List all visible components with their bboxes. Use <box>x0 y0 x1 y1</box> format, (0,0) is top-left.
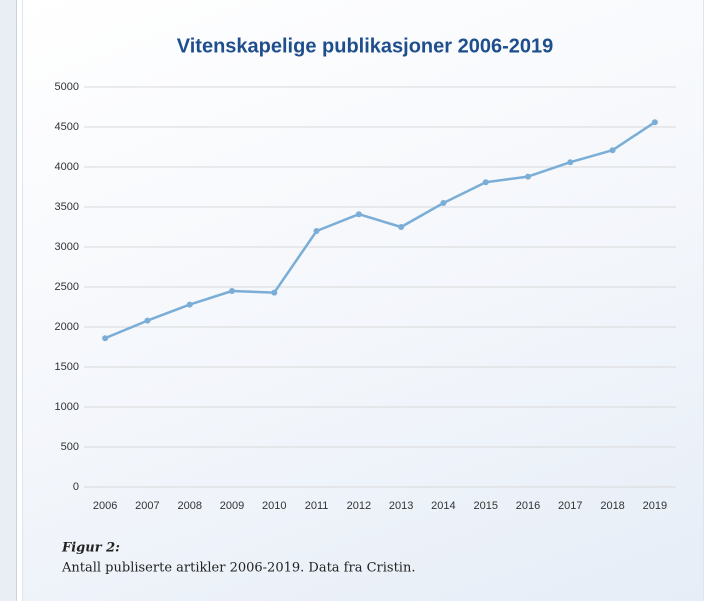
data-point <box>440 200 447 206</box>
x-tick-label: 2016 <box>516 500 540 512</box>
y-tick-label: 1500 <box>55 361 79 373</box>
x-tick-label: 2015 <box>473 500 497 512</box>
x-tick-label: 2008 <box>177 500 201 512</box>
data-point <box>525 173 531 180</box>
y-tick-label: 500 <box>61 441 79 453</box>
data-line <box>104 121 656 340</box>
caption-text: Antall publiserte artikler 2006-2019. Da… <box>61 561 415 576</box>
x-tick-label: 2006 <box>93 500 117 512</box>
data-point <box>144 317 151 324</box>
data-point <box>313 228 320 234</box>
data-point <box>567 159 574 166</box>
x-tick-label: 2012 <box>347 500 371 512</box>
caption-label: Figur 2: <box>61 541 120 556</box>
y-tick-label: 3000 <box>55 241 79 253</box>
data-point <box>271 289 278 296</box>
y-tick-label: 2500 <box>55 281 79 293</box>
y-tick-label: 3500 <box>55 201 79 213</box>
y-tick-label: 5000 <box>55 81 79 93</box>
y-tick-label: 1000 <box>55 401 79 413</box>
y-tick-label: 4000 <box>55 161 79 173</box>
x-tick-label: 2014 <box>431 500 455 512</box>
data-point <box>229 288 235 294</box>
x-tick-label: 2018 <box>600 500 624 512</box>
data-point <box>609 147 616 154</box>
data-point <box>398 224 405 230</box>
chart-title: Vitenskapelige publikasjoner 2006-2019 <box>177 35 553 57</box>
figure-panel <box>22 0 704 601</box>
y-tick-label: 0 <box>73 481 79 493</box>
x-tick-label: 2009 <box>220 500 244 512</box>
data-point <box>355 211 362 218</box>
x-tick-label: 2007 <box>135 500 159 512</box>
side-panel <box>0 0 17 601</box>
x-tick-label: 2011 <box>305 500 329 512</box>
data-point <box>482 179 489 186</box>
y-tick-label: 4500 <box>55 121 79 133</box>
y-tick-label: 2000 <box>55 321 79 333</box>
x-tick-label: 2017 <box>558 500 582 512</box>
data-point <box>651 119 658 126</box>
x-tick-label: 2010 <box>262 500 286 512</box>
data-point <box>186 301 193 308</box>
x-tick-label: 2019 <box>643 500 667 512</box>
data-point <box>102 335 109 342</box>
x-tick-label: 2013 <box>389 500 413 512</box>
